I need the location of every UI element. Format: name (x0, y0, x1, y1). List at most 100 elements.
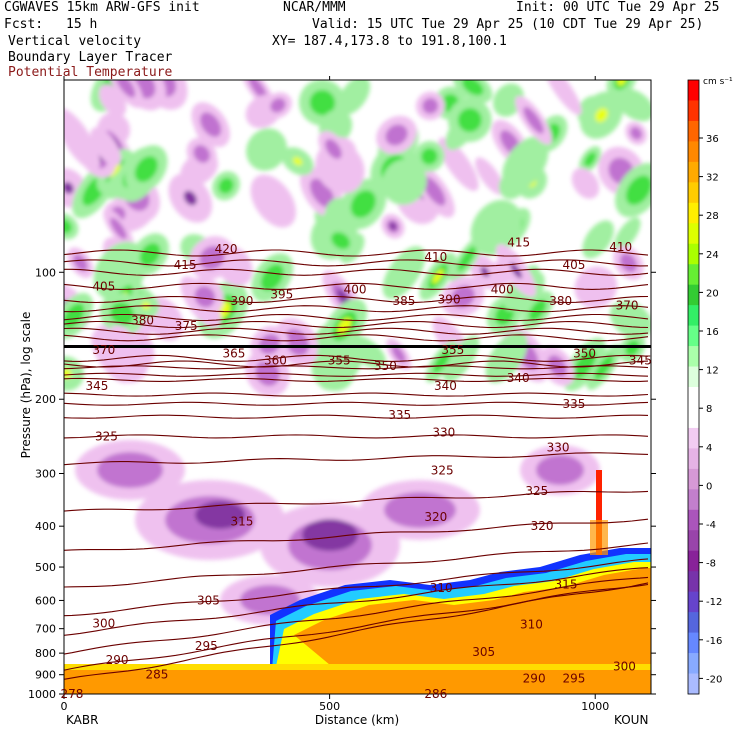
colorbar-tick-label: 12 (706, 366, 719, 377)
section-endpoints: XY= 187.4,173.8 to 191.8,100.1 (272, 34, 507, 49)
theta-label: 405 (563, 258, 586, 272)
wave-blob (615, 88, 651, 122)
valid-time: Valid: 15 UTC Tue 29 Apr 25 (10 CDT Tue … (312, 17, 704, 32)
wave-blob (316, 343, 351, 374)
colorbar-swatch (688, 489, 699, 511)
theta-label: 380 (549, 294, 572, 308)
wave-core (115, 80, 136, 98)
y-tick-label: 100 (35, 266, 56, 279)
colorbar-swatch (688, 673, 699, 695)
theta-label: 415 (507, 236, 530, 250)
wave-peak (337, 317, 352, 335)
colorbar-tick-label: 8 (706, 404, 712, 415)
theta-contour (64, 452, 649, 466)
y-tick-label: 300 (35, 467, 56, 480)
wave-core (309, 89, 336, 116)
theta-contour (64, 583, 649, 671)
colorbar-swatch (688, 161, 699, 183)
colorbar-swatch (688, 100, 699, 122)
theta-contour (64, 392, 649, 397)
wave-core (73, 254, 88, 272)
colorbar-swatch (688, 305, 699, 327)
colorbar-swatch (688, 243, 699, 265)
wave-blob (498, 171, 526, 200)
wave-core (309, 178, 335, 208)
theta-label: 370 (92, 343, 115, 357)
y-tick-label: 1000 (28, 688, 56, 701)
theta-contour (64, 259, 649, 267)
theta-label: 310 (430, 581, 453, 595)
descent-inner (97, 452, 163, 488)
y-tick-label: 200 (35, 393, 56, 406)
theta-label: 410 (424, 250, 447, 264)
field-potential-temperature: Potential Temperature (8, 65, 173, 80)
theta-contour (64, 401, 649, 406)
theta-label: 295 (563, 672, 586, 686)
colorbar-swatch (688, 366, 699, 388)
wave-core (432, 350, 451, 374)
colorbar-tick-label: -8 (706, 559, 716, 570)
theta-contour (64, 282, 649, 290)
colorbar-tick-label: 28 (706, 211, 719, 222)
theta-label: 390 (438, 292, 461, 306)
wave-core (284, 329, 309, 356)
wave-peak (64, 182, 74, 194)
descent-core (195, 501, 245, 529)
updraft-column (596, 470, 602, 555)
right-endpoint-label: KOUN (614, 713, 648, 727)
colorbar-tick-label: -4 (706, 520, 716, 531)
wave-peak (292, 157, 303, 166)
wave-peak (617, 80, 627, 86)
theta-label: 385 (393, 294, 416, 308)
wave-peak (389, 222, 397, 230)
colorbar-tick-label: -16 (706, 636, 722, 647)
wave-core (218, 177, 234, 194)
colorbar-tick-label: 16 (706, 327, 719, 338)
theta-label: 325 (431, 463, 454, 477)
colorbar-tick-label: -12 (706, 597, 722, 608)
theta-label: 290 (106, 653, 129, 667)
wave-core (584, 152, 597, 167)
theta-label: 325 (95, 429, 118, 443)
theta-label: 350 (374, 359, 397, 373)
left-endpoint-label: KABR (66, 713, 98, 727)
wave-core (461, 80, 484, 96)
theta-contour (64, 518, 649, 551)
colorbar-tick-label: 32 (706, 173, 719, 184)
wave-core (350, 190, 377, 219)
pbl-surface-layer (64, 670, 651, 694)
theta-label: 350 (573, 347, 596, 361)
colorbar-swatch (688, 407, 699, 429)
theta-label: 278 (61, 687, 84, 701)
theta-label: 335 (388, 408, 411, 422)
theta-label: 315 (231, 515, 254, 529)
theta-contour (64, 313, 649, 322)
colorbar-swatch (688, 80, 699, 101)
theta-contour (64, 295, 649, 304)
wave-core (110, 217, 127, 240)
theta-label: 380 (131, 313, 154, 327)
y-tick-label: 700 (35, 623, 56, 636)
theta-contour (64, 327, 649, 335)
theta-label: 415 (174, 258, 197, 272)
theta-label: 345 (85, 379, 108, 393)
wave-core (451, 285, 475, 308)
wave-core (248, 80, 268, 101)
wave-core (258, 334, 280, 355)
theta-label: 340 (507, 371, 530, 385)
theta-label: 375 (175, 319, 198, 333)
wave-core (200, 112, 222, 137)
wave-core (630, 126, 643, 140)
wave-core (572, 349, 597, 380)
pressure-axis: 100 200 300 400 500 600 700 800 900 1000 (28, 266, 656, 701)
wave-peak (64, 368, 72, 379)
field-boundary-layer-tracer: Boundary Layer Tracer (8, 50, 173, 65)
theta-label: 345 (629, 354, 652, 368)
colorbar-swatch (688, 571, 699, 593)
theta-contour (64, 434, 649, 439)
colorbar-frame (687, 79, 700, 695)
y-tick-label: 600 (35, 594, 56, 607)
wave-peak (432, 269, 444, 284)
updraft-base (590, 520, 608, 555)
theta-contour (64, 334, 649, 342)
